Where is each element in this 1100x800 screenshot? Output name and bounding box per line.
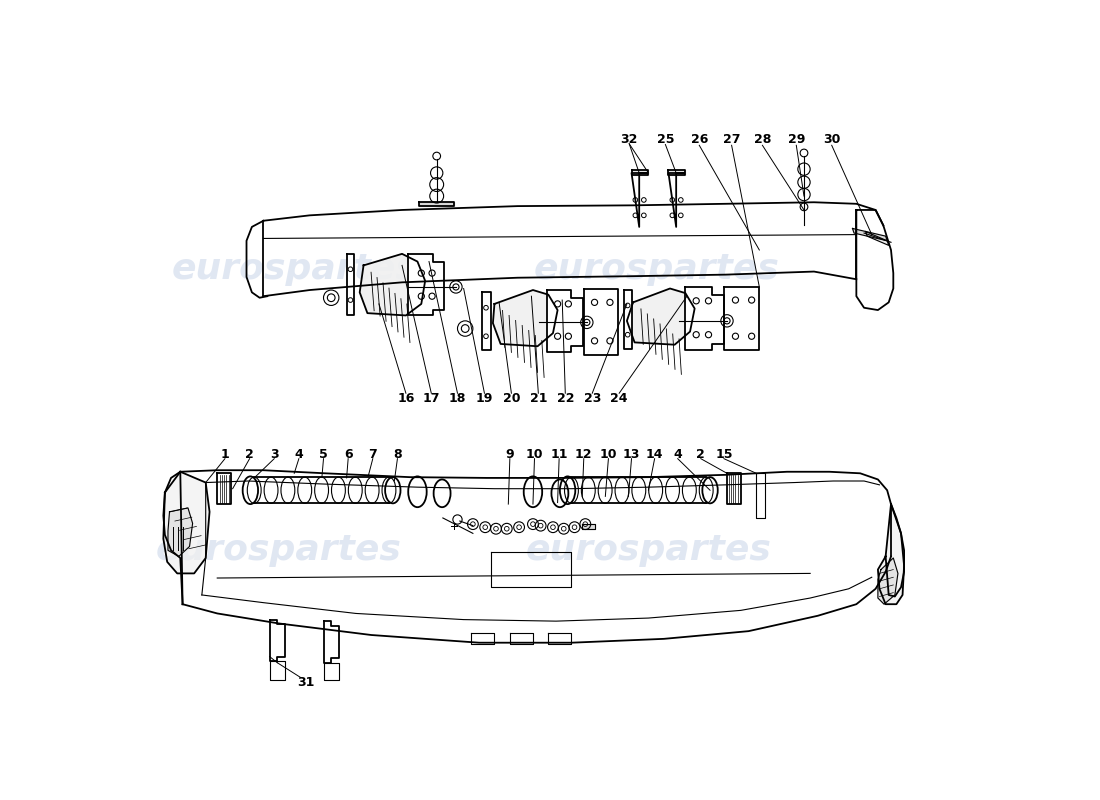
Text: 1: 1 bbox=[221, 447, 229, 461]
Polygon shape bbox=[878, 558, 898, 604]
Polygon shape bbox=[408, 254, 444, 315]
Text: 3: 3 bbox=[270, 447, 278, 461]
Text: 14: 14 bbox=[646, 447, 663, 461]
Polygon shape bbox=[852, 229, 887, 241]
Polygon shape bbox=[878, 504, 904, 604]
Text: 16: 16 bbox=[397, 392, 415, 405]
Text: 8: 8 bbox=[393, 447, 402, 461]
Polygon shape bbox=[482, 292, 491, 350]
Text: 29: 29 bbox=[788, 134, 805, 146]
Text: eurospartes: eurospartes bbox=[156, 534, 402, 567]
Text: 10: 10 bbox=[526, 447, 543, 461]
Polygon shape bbox=[631, 170, 649, 174]
Text: 17: 17 bbox=[422, 392, 440, 405]
Text: 25: 25 bbox=[657, 134, 674, 146]
Text: 24: 24 bbox=[610, 392, 628, 405]
Text: 6: 6 bbox=[344, 447, 352, 461]
Polygon shape bbox=[866, 231, 889, 246]
Polygon shape bbox=[631, 173, 647, 227]
Text: 5: 5 bbox=[319, 447, 328, 461]
Text: 18: 18 bbox=[449, 392, 466, 405]
Text: eurospartes: eurospartes bbox=[172, 252, 417, 286]
Text: 10: 10 bbox=[600, 447, 617, 461]
Polygon shape bbox=[360, 254, 425, 315]
Text: 28: 28 bbox=[754, 134, 771, 146]
Text: 7: 7 bbox=[368, 447, 377, 461]
Text: 13: 13 bbox=[623, 447, 640, 461]
Text: 2: 2 bbox=[696, 447, 705, 461]
Polygon shape bbox=[856, 210, 893, 310]
Text: 2: 2 bbox=[245, 447, 254, 461]
Text: 15: 15 bbox=[715, 447, 733, 461]
Polygon shape bbox=[685, 287, 724, 350]
Polygon shape bbox=[627, 289, 695, 345]
Text: 4: 4 bbox=[295, 447, 304, 461]
Text: eurospartes: eurospartes bbox=[526, 534, 771, 567]
Text: 21: 21 bbox=[529, 392, 547, 405]
Text: 31: 31 bbox=[297, 676, 315, 690]
Text: 22: 22 bbox=[557, 392, 574, 405]
Polygon shape bbox=[669, 173, 684, 227]
Polygon shape bbox=[547, 290, 583, 352]
Text: 30: 30 bbox=[823, 134, 840, 146]
Text: 19: 19 bbox=[476, 392, 493, 405]
Text: 11: 11 bbox=[550, 447, 568, 461]
Polygon shape bbox=[624, 290, 631, 349]
Text: 27: 27 bbox=[723, 134, 740, 146]
Polygon shape bbox=[163, 472, 209, 574]
Text: 9: 9 bbox=[506, 447, 514, 461]
Text: 32: 32 bbox=[620, 134, 638, 146]
Text: 26: 26 bbox=[691, 134, 708, 146]
Polygon shape bbox=[346, 254, 354, 315]
Polygon shape bbox=[582, 524, 594, 529]
Text: 12: 12 bbox=[575, 447, 593, 461]
Polygon shape bbox=[168, 508, 192, 557]
Polygon shape bbox=[724, 287, 759, 350]
Polygon shape bbox=[669, 170, 685, 174]
Polygon shape bbox=[584, 289, 618, 354]
Text: eurospartes: eurospartes bbox=[534, 252, 779, 286]
Polygon shape bbox=[493, 290, 558, 346]
Polygon shape bbox=[419, 202, 454, 206]
Text: 4: 4 bbox=[673, 447, 682, 461]
Text: 20: 20 bbox=[503, 392, 520, 405]
Text: 23: 23 bbox=[584, 392, 601, 405]
